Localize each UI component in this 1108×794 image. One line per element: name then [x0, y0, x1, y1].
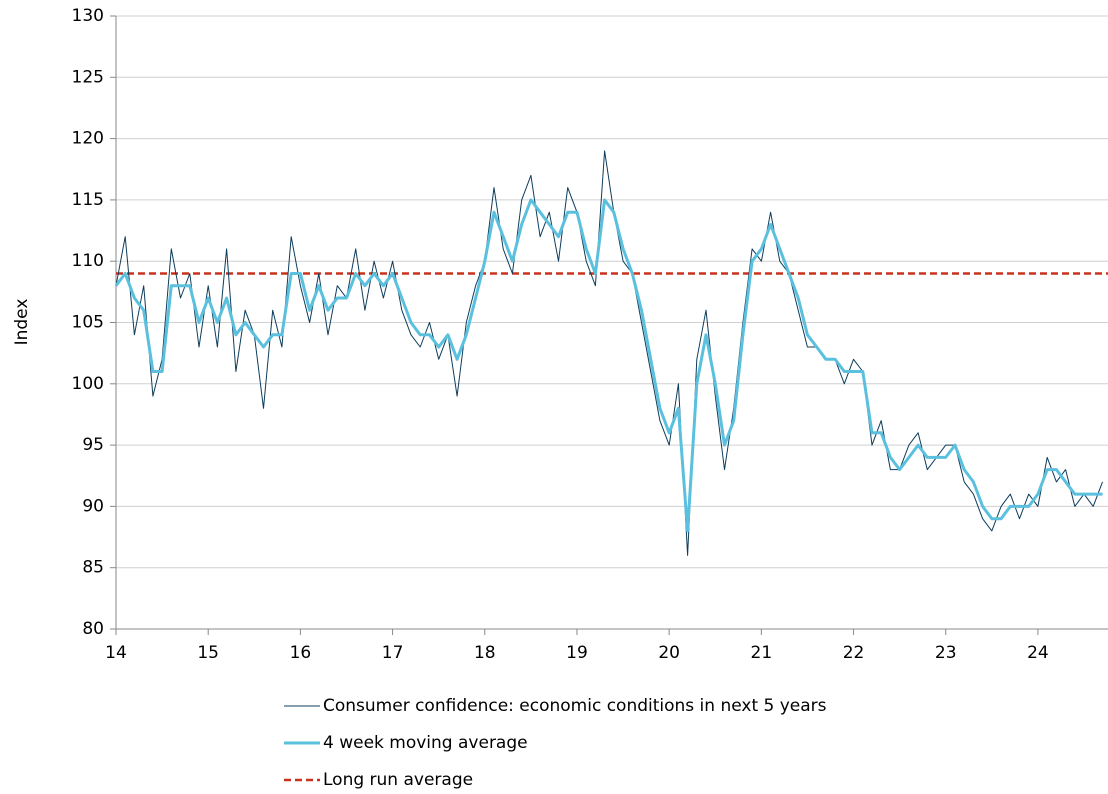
y-tick-label: 110 — [72, 251, 104, 271]
x-tick-label: 14 — [105, 643, 127, 663]
x-tick-label: 23 — [935, 643, 957, 663]
legend-label: Consumer confidence: economic conditions… — [323, 696, 827, 716]
x-tick-label: 21 — [751, 643, 773, 663]
y-tick-label: 85 — [82, 558, 104, 578]
y-tick-label: 120 — [72, 129, 104, 149]
x-tick-label: 18 — [474, 643, 496, 663]
y-tick-label: 90 — [82, 496, 104, 516]
y-tick-label: 95 — [82, 435, 104, 455]
y-tick-label: 100 — [72, 374, 104, 394]
y-tick-label: 105 — [72, 313, 104, 333]
series-line — [114, 198, 1103, 533]
x-tick-label: 17 — [382, 643, 404, 663]
y-tick-label: 130 — [72, 6, 104, 26]
x-tick-label: 24 — [1027, 643, 1049, 663]
y-tick-label: 115 — [72, 190, 104, 210]
y-axis-label: Index — [12, 299, 32, 346]
x-tick-label: 19 — [566, 643, 588, 663]
x-tick-label: 15 — [197, 643, 219, 663]
y-tick-label: 80 — [82, 619, 104, 639]
legend-label: Long run average — [323, 770, 473, 790]
x-tick-label: 22 — [843, 643, 865, 663]
x-tick-label: 16 — [290, 643, 312, 663]
legend-label: 4 week moving average — [323, 733, 528, 753]
x-tick-label: 20 — [658, 643, 680, 663]
y-tick-label: 125 — [72, 67, 104, 87]
series-line — [115, 150, 1103, 556]
